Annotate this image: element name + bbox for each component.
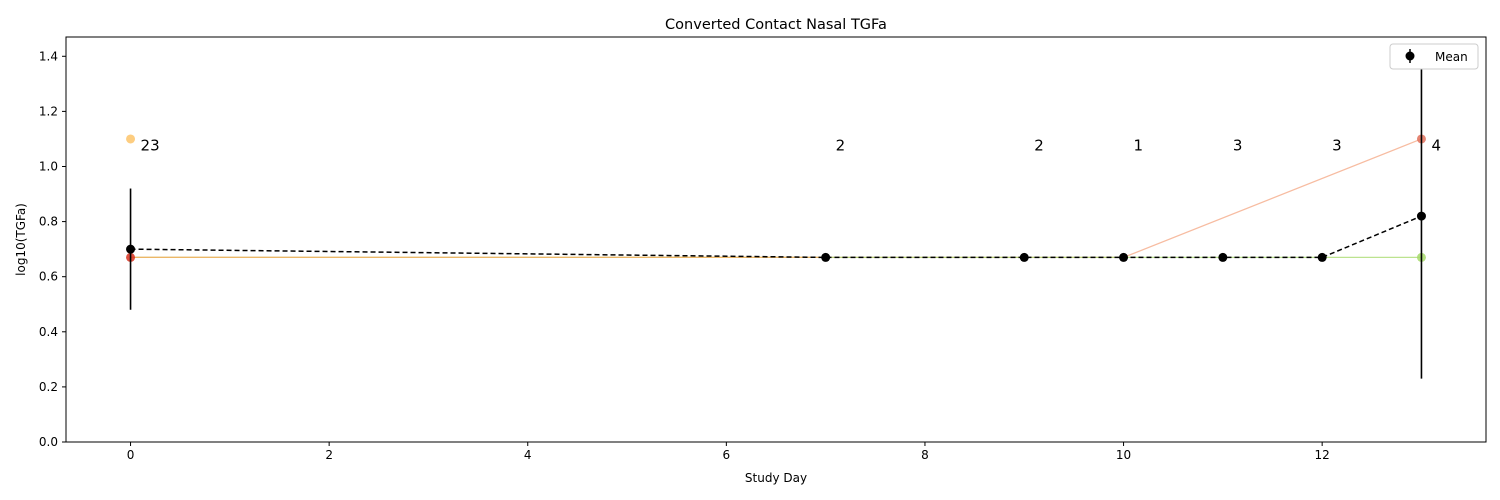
x-tick-label: 6: [723, 448, 731, 462]
subject-point: [126, 134, 136, 144]
y-tick-label: 0.6: [39, 270, 58, 284]
mean-line: [130, 215, 1422, 259]
subject-lines: [126, 134, 1426, 262]
mean-series: [126, 53, 1426, 379]
y-tick-label: 0.4: [39, 325, 58, 339]
legend-box: [1389, 43, 1479, 70]
mean-point: [1218, 252, 1228, 262]
y-axis-title: log10(TGFa): [14, 203, 28, 276]
legend: Mean: [1389, 43, 1479, 70]
subject-line: [130, 138, 1422, 259]
mean-point: [126, 244, 136, 254]
x-tick-label: 4: [524, 448, 532, 462]
legend-label-mean: Mean: [1435, 50, 1468, 64]
x-axis: 0 2 4 6 8 10 12: [127, 442, 1330, 462]
mean-point: [1416, 211, 1426, 221]
x-tick-label: 0: [127, 448, 135, 462]
y-tick-label: 0.0: [39, 435, 58, 449]
y-tick-label: 1.2: [39, 104, 58, 118]
x-axis-title: Study Day: [745, 471, 807, 485]
mean-point: [1119, 252, 1129, 262]
y-tick-label: 1.0: [39, 159, 58, 173]
x-tick-label: 12: [1315, 448, 1330, 462]
count-label: 4: [1431, 136, 1441, 154]
mean-point: [1019, 252, 1029, 262]
count-label: 2: [836, 136, 846, 154]
y-tick-label: 1.4: [39, 49, 58, 63]
count-label: 23: [141, 136, 160, 154]
plot-frame: [65, 36, 1487, 443]
x-tick-label: 8: [921, 448, 929, 462]
x-tick-label: 2: [325, 448, 333, 462]
y-tick-label: 0.2: [39, 380, 58, 394]
mean-point: [821, 252, 831, 262]
y-axis: 0.0 0.2 0.4 0.6 0.8 1.0 1.2 1.4: [39, 49, 66, 449]
y-tick-label: 0.8: [39, 215, 58, 229]
legend-marker-icon: [1405, 51, 1415, 61]
count-label: 3: [1233, 136, 1243, 154]
count-labels: 23 2 2 1 3 3 4: [141, 136, 1441, 154]
chart-title: Converted Contact Nasal TGFa: [665, 17, 887, 33]
mean-point: [1317, 252, 1327, 262]
x-tick-label: 10: [1116, 448, 1131, 462]
count-label: 2: [1034, 136, 1044, 154]
count-label: 1: [1134, 136, 1144, 154]
count-label: 3: [1332, 136, 1342, 154]
